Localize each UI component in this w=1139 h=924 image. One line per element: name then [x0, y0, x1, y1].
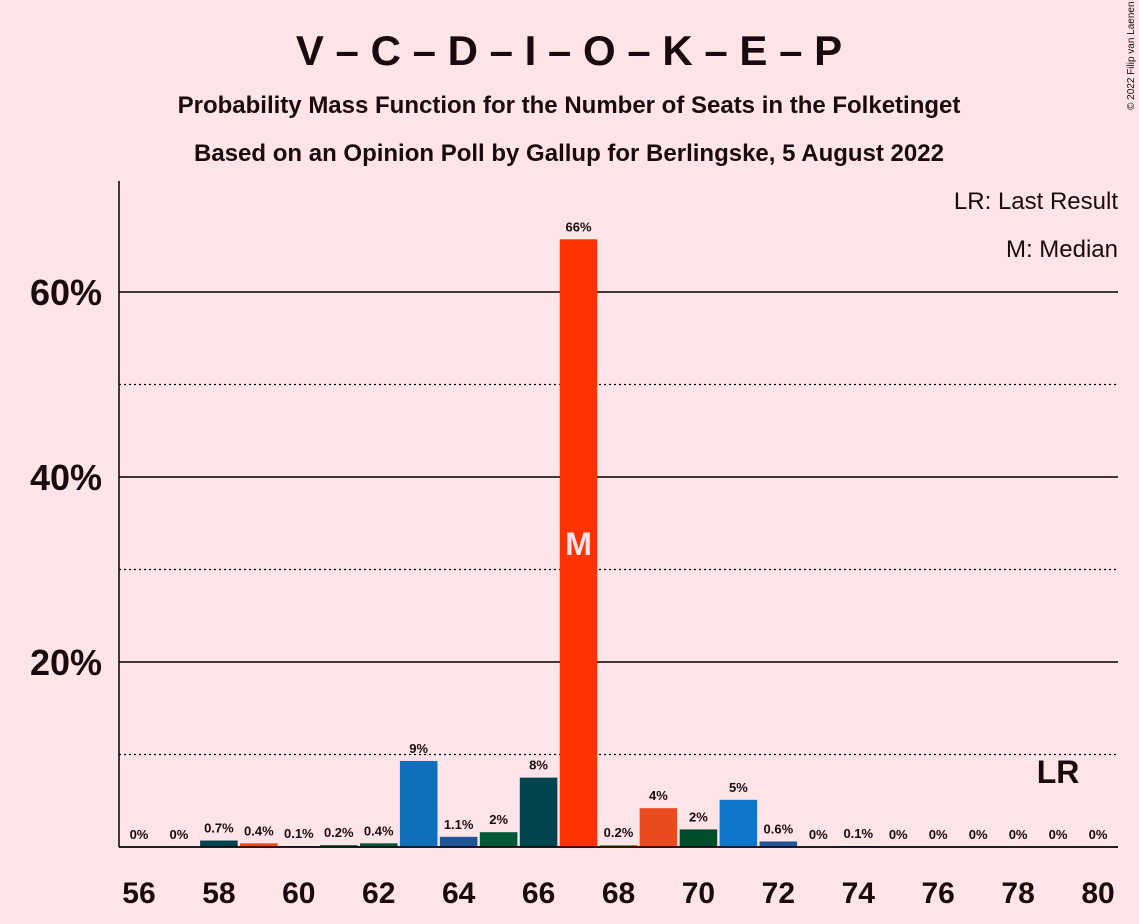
x-tick-label: 72	[762, 877, 795, 910]
x-tick-label: 58	[202, 877, 235, 910]
chart-title: V – C – D – I – O – K – E – P	[296, 27, 842, 74]
y-tick-label: 20%	[30, 642, 102, 683]
value-label: 1.1%	[444, 817, 474, 832]
value-label: 0.2%	[324, 825, 354, 840]
x-tick-label: 78	[1001, 877, 1034, 910]
value-label: 2%	[489, 812, 508, 827]
value-label: 2%	[689, 809, 708, 824]
value-label: 9%	[409, 741, 428, 756]
value-label: 0%	[889, 827, 908, 842]
legend-entry: LR: Last Result	[954, 188, 1118, 215]
x-tick-label: 64	[442, 877, 476, 910]
value-label: 0.4%	[364, 823, 394, 838]
chart-subtitle: Probability Mass Function for the Number…	[178, 92, 961, 119]
value-label: 0.2%	[604, 825, 634, 840]
bar	[200, 840, 238, 847]
value-label: 0%	[170, 827, 189, 842]
bar	[399, 760, 438, 847]
bar	[719, 799, 758, 847]
x-tick-label: 80	[1081, 877, 1114, 910]
x-tick-label: 74	[842, 877, 876, 910]
value-label: 0.1%	[284, 826, 314, 841]
bar	[679, 829, 718, 847]
x-tick-label: 70	[682, 877, 715, 910]
x-tick-label: 60	[282, 877, 315, 910]
bar	[240, 843, 278, 847]
value-label: 0%	[809, 827, 828, 842]
value-label: 0%	[1009, 827, 1028, 842]
y-tick-label: 40%	[30, 457, 102, 498]
bar	[599, 845, 638, 847]
bar	[519, 777, 558, 847]
value-label: 0%	[130, 827, 149, 842]
x-tick-label: 68	[602, 877, 635, 910]
x-tick-label: 56	[122, 877, 155, 910]
bar	[319, 845, 358, 847]
last-result-marker: LR	[1037, 754, 1080, 790]
value-label: 0%	[929, 827, 948, 842]
value-label: 4%	[649, 788, 668, 803]
x-tick-label: 66	[522, 877, 555, 910]
value-label: 0.6%	[764, 821, 794, 836]
value-label: 0.1%	[843, 826, 873, 841]
value-label: 0.7%	[204, 821, 234, 836]
bar	[479, 832, 518, 847]
value-label: 0.4%	[244, 823, 274, 838]
x-tick-label: 62	[362, 877, 395, 910]
value-label: 8%	[529, 758, 548, 773]
copyright: © 2022 Filip van Laenen	[1126, 1, 1137, 110]
y-tick-label: 60%	[30, 272, 102, 313]
value-label: 0%	[1049, 827, 1068, 842]
x-tick-label: 76	[921, 877, 954, 910]
chart-subtitle: Based on an Opinion Poll by Gallup for B…	[194, 140, 944, 167]
value-label: 66%	[566, 219, 592, 234]
bar	[639, 808, 678, 847]
bar	[359, 843, 398, 847]
median-marker: M	[565, 526, 592, 562]
value-label: 0%	[969, 827, 988, 842]
bar	[559, 239, 598, 847]
value-label: 0%	[1089, 827, 1108, 842]
value-label: 5%	[729, 780, 748, 795]
bar	[439, 836, 478, 847]
bar	[759, 841, 798, 847]
legend-entry: M: Median	[1006, 236, 1118, 263]
